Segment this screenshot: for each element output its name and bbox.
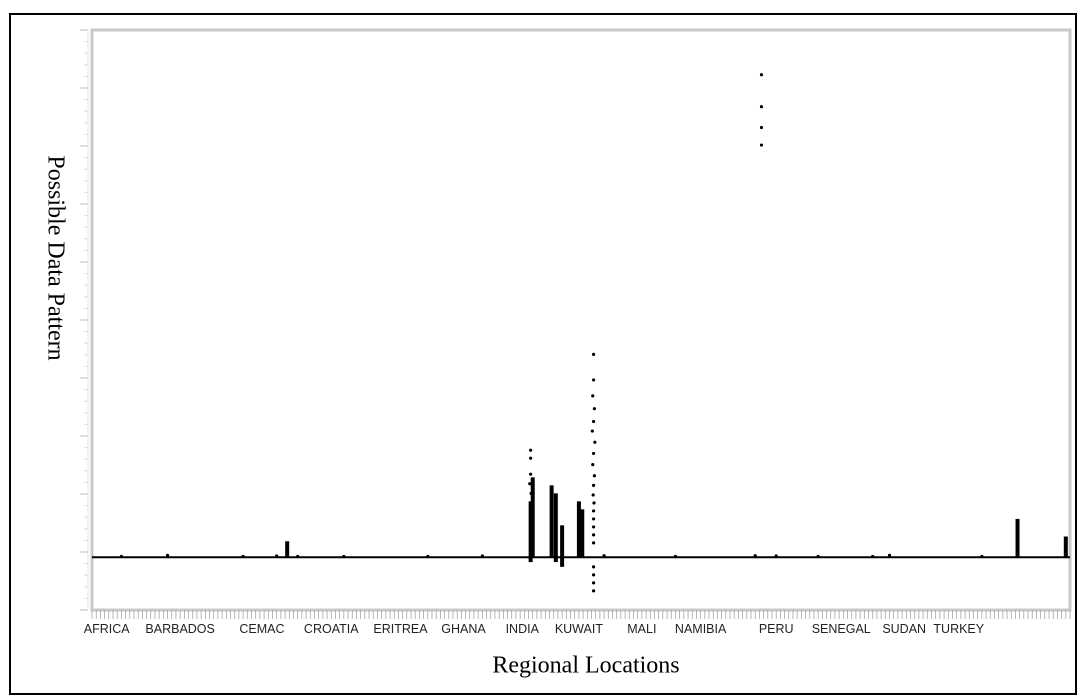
y-axis-title: Possible Data Pattern — [42, 155, 69, 361]
data-clusters — [285, 477, 1068, 567]
data-point — [591, 419, 596, 424]
data-point — [871, 554, 875, 559]
data-point — [774, 554, 778, 558]
data-cluster — [549, 485, 554, 558]
data-point — [119, 554, 123, 559]
x-tick-label: GHANA — [441, 622, 486, 636]
x-tick-label: INDIA — [506, 622, 540, 636]
data-point — [591, 589, 596, 593]
data-point — [980, 554, 984, 559]
data-point — [342, 554, 346, 559]
data-point — [591, 463, 595, 467]
data-point — [592, 474, 597, 478]
data-point — [528, 482, 532, 486]
data-cluster — [1015, 518, 1020, 558]
data-point — [296, 554, 300, 559]
x-tick-label: AFRICA — [84, 622, 131, 636]
data-cluster — [576, 501, 581, 558]
data-point — [591, 378, 596, 382]
data-point — [591, 352, 596, 356]
data-point — [591, 541, 596, 545]
x-tick-label: CEMAC — [239, 622, 284, 636]
data-point — [590, 429, 594, 433]
data-points — [119, 73, 984, 593]
data-point — [591, 533, 596, 537]
data-point — [529, 472, 533, 476]
data-cluster — [528, 501, 533, 563]
data-cluster — [285, 541, 290, 558]
x-tick-label: TURKEY — [933, 622, 984, 636]
data-point — [592, 407, 597, 411]
data-cluster — [580, 509, 585, 558]
data-point — [887, 553, 892, 557]
x-tick-label: SENEGAL — [812, 622, 871, 636]
data-point — [759, 125, 764, 130]
x-axis-ticks — [91, 610, 1071, 619]
data-point — [529, 491, 533, 495]
data-point — [529, 448, 533, 452]
data-point — [591, 493, 595, 497]
data-point — [241, 554, 245, 559]
data-point — [591, 565, 596, 569]
data-point — [591, 394, 595, 398]
x-tick-label: SUDAN — [882, 622, 926, 636]
data-point — [529, 456, 533, 460]
data-point — [591, 525, 596, 529]
data-point — [591, 451, 596, 456]
data-point — [759, 105, 764, 109]
x-tick-label: PERU — [759, 622, 794, 636]
data-point — [759, 73, 764, 77]
data-point — [426, 554, 430, 559]
plot-area — [90, 28, 1072, 612]
data-cluster — [1063, 536, 1068, 558]
data-point — [673, 554, 678, 559]
data-point — [591, 573, 596, 577]
x-tick-label: BARBADOS — [145, 622, 214, 636]
data-cluster — [553, 493, 558, 563]
x-axis-title: Regional Locations — [492, 652, 680, 679]
data-point — [592, 501, 596, 505]
data-point — [591, 517, 596, 521]
x-tick-label: NAMIBIA — [675, 622, 727, 636]
data-point — [602, 554, 606, 558]
data-point — [759, 143, 764, 147]
data-point — [275, 554, 279, 558]
data-cluster — [560, 525, 565, 567]
x-tick-label: CROATIA — [304, 622, 359, 636]
x-tick-labels: AFRICA BARBADOS CEMAC CROATIA ERITREA GHANA IN… — [84, 622, 985, 636]
y-axis-ticks — [80, 29, 89, 611]
x-tick-label: ERITREA — [373, 622, 428, 636]
data-point — [165, 553, 170, 557]
chart-frame — [9, 13, 1077, 695]
data-point — [593, 440, 597, 444]
data-point — [753, 554, 757, 558]
x-tick-label: KUWAIT — [555, 622, 604, 636]
data-point — [591, 581, 596, 585]
plot-border — [90, 28, 1072, 612]
data-cluster — [530, 477, 535, 558]
data-point — [591, 509, 596, 513]
data-point — [480, 554, 484, 558]
data-point — [816, 554, 820, 559]
data-point — [591, 483, 596, 487]
x-tick-label: MALI — [627, 622, 656, 636]
